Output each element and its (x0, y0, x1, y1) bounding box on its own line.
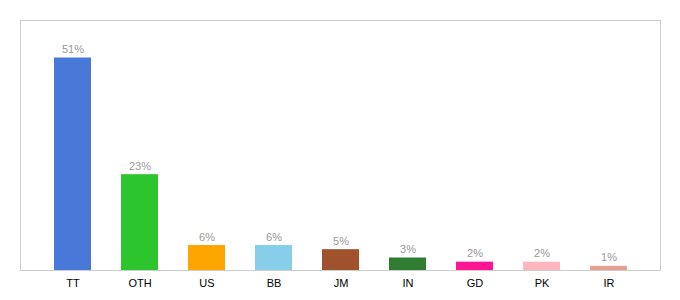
svg-text:JM: JM (334, 277, 349, 289)
svg-text:2%: 2% (467, 247, 483, 259)
svg-text:PK: PK (535, 277, 550, 289)
svg-text:23%: 23% (129, 160, 151, 172)
svg-text:2%: 2% (534, 247, 550, 259)
svg-text:BB: BB (267, 277, 282, 289)
svg-text:3%: 3% (400, 243, 416, 255)
svg-text:1%: 1% (601, 251, 617, 263)
svg-text:IR: IR (604, 277, 615, 289)
svg-text:51%: 51% (62, 43, 84, 55)
svg-text:US: US (199, 277, 214, 289)
svg-text:TT: TT (66, 277, 80, 289)
svg-text:IN: IN (403, 277, 414, 289)
svg-text:OTH: OTH (128, 277, 151, 289)
svg-text:6%: 6% (199, 231, 215, 243)
svg-text:6%: 6% (266, 231, 282, 243)
svg-text:5%: 5% (333, 235, 349, 247)
svg-text:GD: GD (467, 277, 484, 289)
